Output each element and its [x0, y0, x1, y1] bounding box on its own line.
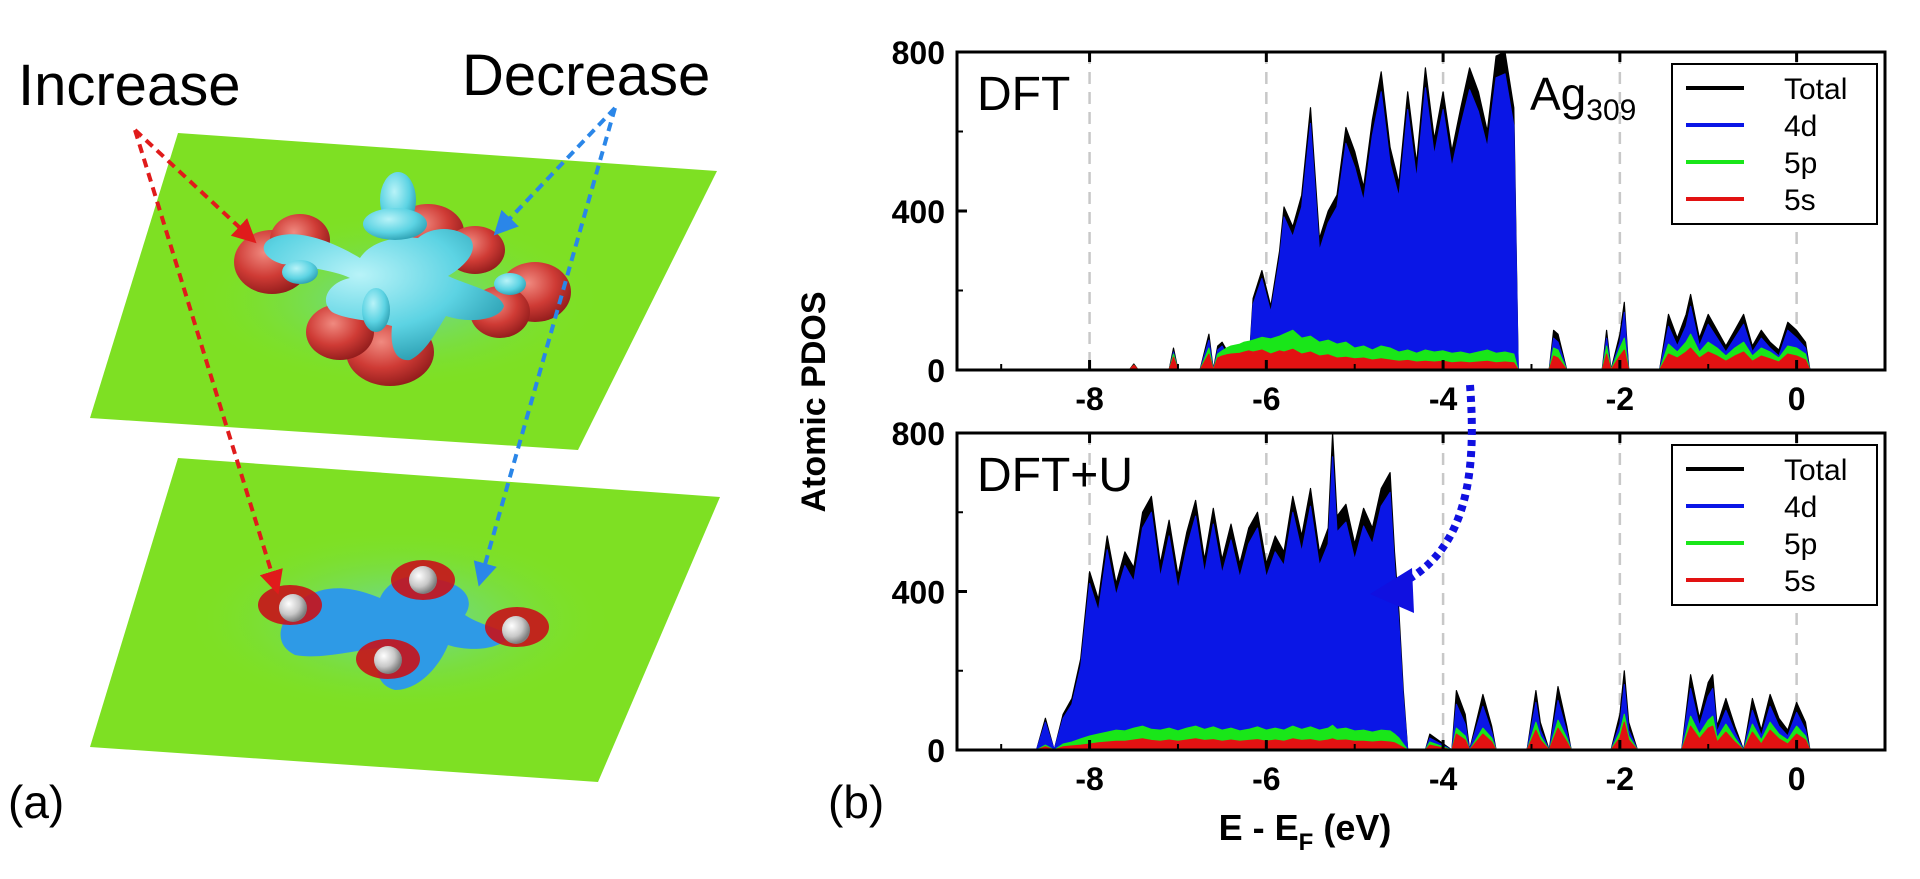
series-area-5s — [1035, 721, 1811, 751]
series-area-4d — [1035, 456, 1811, 751]
cluster-annotation: Ag309 — [1530, 68, 1636, 127]
y-tick-label: 800 — [892, 416, 945, 452]
x-axis-label: E - EF (eV) — [1219, 807, 1392, 856]
cluster-annotation-sub: 309 — [1586, 94, 1636, 127]
panel-b: -8 -6 -4 -2 0 0 400 800 DFT Ag309 Total 4d 5p 5s -8 -6… — [795, 35, 1887, 856]
panel-b-label: (b) — [828, 776, 884, 828]
x-tick-label: -4 — [1429, 761, 1458, 797]
silver-atom — [409, 566, 437, 594]
increase-arrow — [133, 129, 283, 595]
legend-label: 5p — [1784, 528, 1817, 561]
legend-label: 4d — [1784, 491, 1817, 524]
x-tick-label: -8 — [1075, 761, 1103, 797]
legend-label: Total — [1784, 454, 1847, 487]
shift-arrow — [1383, 384, 1476, 594]
x-axis-label-main: E - E — [1219, 807, 1299, 848]
x-tick-label: -6 — [1252, 381, 1280, 417]
x-tick-label: -6 — [1252, 761, 1280, 797]
dftu-pdos-plot: -8 -6 -4 -2 0 0 400 800 DFT+U Total 4d 5p 5s — [892, 416, 1887, 797]
increase-arrows — [133, 128, 283, 595]
x-tick-label: 0 — [1788, 761, 1806, 797]
cyan-lobe — [362, 288, 390, 332]
panel-a-label: (a) — [8, 776, 64, 828]
dft-pdos-plot: -8 -6 -4 -2 0 0 400 800 DFT Ag309 Total 4d 5p 5s — [892, 35, 1887, 417]
x-tick-label: -2 — [1606, 761, 1634, 797]
increase-label: Increase — [18, 53, 240, 118]
legend-label: 5p — [1784, 147, 1817, 180]
silver-atom — [502, 616, 530, 644]
legend: Total 4d 5p 5s — [1671, 63, 1878, 225]
cluster-annotation-main: Ag — [1530, 68, 1586, 120]
cyan-lobe — [363, 208, 427, 240]
decrease-arrow — [473, 107, 617, 587]
blue-depletion-cross — [280, 575, 510, 690]
y-tick-label: 400 — [892, 575, 945, 611]
y-tick-label: 0 — [927, 733, 945, 769]
legend-label: 5s — [1784, 565, 1816, 598]
silver-atom — [279, 594, 307, 622]
x-tick-label: 0 — [1788, 381, 1806, 417]
decrease-label: Decrease — [462, 43, 710, 108]
silver-atom — [374, 646, 402, 674]
isosurface-cluster — [234, 172, 571, 386]
legend-label: Total — [1784, 73, 1847, 106]
depletion-region — [280, 575, 510, 690]
y-axis-label: Atomic PDOS — [795, 291, 833, 512]
legend-label: 5s — [1784, 184, 1816, 217]
y-tick-label: 800 — [892, 35, 945, 71]
shift-arrowhead — [1370, 568, 1414, 613]
series-area-5s — [1128, 347, 1811, 371]
y-tick-label: 400 — [892, 194, 945, 230]
cyan-lobe — [282, 260, 318, 284]
x-axis-label-sub: F — [1299, 829, 1314, 856]
legend: Total 4d 5p 5s — [1671, 444, 1878, 606]
legend-label: 4d — [1784, 110, 1817, 143]
plot-title: DFT+U — [977, 449, 1133, 502]
y-tick-label: 0 — [927, 353, 945, 389]
increase-arrow — [133, 128, 257, 244]
x-tick-label: -2 — [1606, 381, 1634, 417]
panel-a: Increase Decrease (a) — [8, 43, 720, 828]
decrease-arrow — [493, 106, 617, 236]
x-tick-label: -8 — [1075, 381, 1103, 417]
x-tick-label: -4 — [1429, 381, 1458, 417]
x-axis-label-unit: (eV) — [1313, 807, 1391, 848]
plot-title: DFT — [977, 68, 1070, 121]
decrease-arrows — [473, 106, 617, 587]
cyan-lobe — [494, 273, 526, 295]
